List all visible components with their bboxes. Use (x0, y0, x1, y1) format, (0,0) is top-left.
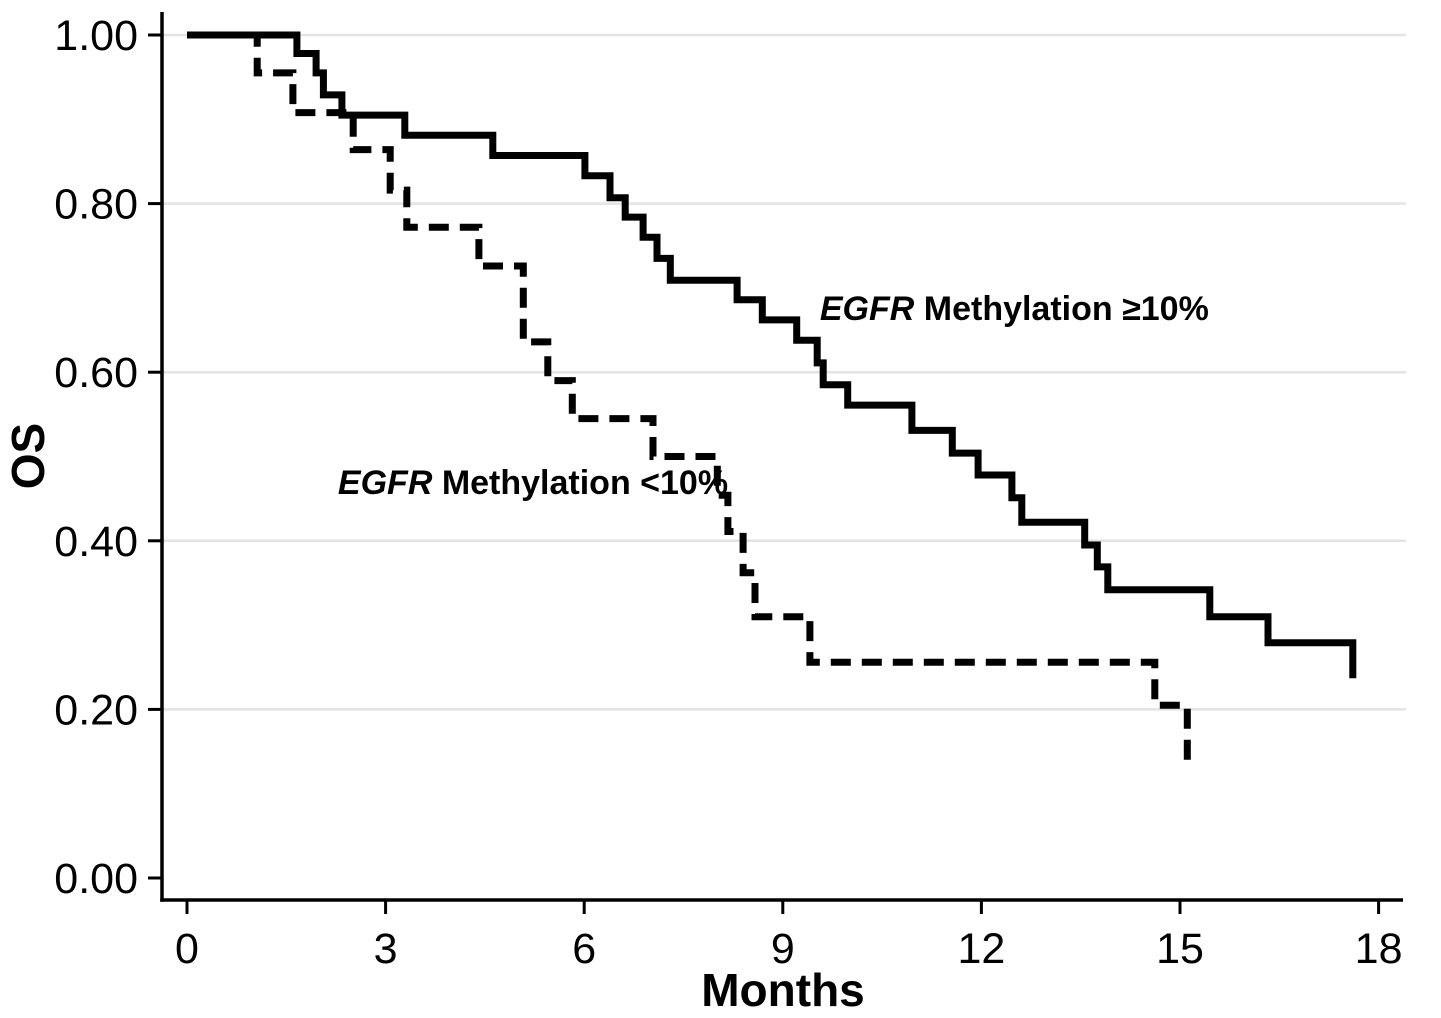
x-tick-label: 18 (1355, 925, 1403, 973)
x-tick-label: 15 (1156, 925, 1204, 973)
x-tick-label: 0 (175, 925, 199, 973)
series-curves (187, 31, 1357, 760)
series-label-text: Methylation <10% (432, 464, 728, 502)
x-tick-label: 9 (771, 925, 795, 973)
series-label-gene: EGFR (338, 464, 433, 502)
x-tick-label: 3 (374, 925, 398, 973)
y-tick-label: 1.00 (54, 12, 138, 60)
km-curve-solid (187, 31, 1357, 679)
y-tick-label: 0.40 (54, 518, 138, 566)
x-axis-ticks: 0 3 6 9 12 15 18 (175, 900, 1403, 973)
x-tick-label: 6 (572, 925, 596, 973)
y-tick-label: 0.00 (54, 855, 138, 903)
axes (160, 12, 1403, 902)
y-tick-label: 0.20 (54, 686, 138, 734)
y-tick-label: 0.80 (54, 181, 138, 229)
series-label-dashed: EGFR Methylation <10% (338, 464, 728, 502)
x-axis-title: Months (701, 964, 865, 1016)
series-label-gene: EGFR (820, 290, 915, 328)
km-curve-dashed (187, 31, 1191, 760)
x-tick-label: 12 (957, 925, 1005, 973)
y-axis-ticks: 0.00 0.20 0.40 0.60 0.80 1.00 (54, 12, 162, 903)
gridlines (162, 33, 1406, 711)
series-label-solid: EGFR Methylation ≥10% (820, 290, 1209, 328)
y-axis-title: OS (2, 423, 54, 489)
series-labels: EGFR Methylation ≥10%EGFR Methylation <1… (338, 290, 1209, 502)
series-label-text: Methylation ≥10% (914, 290, 1209, 328)
y-tick-label: 0.60 (54, 349, 138, 397)
